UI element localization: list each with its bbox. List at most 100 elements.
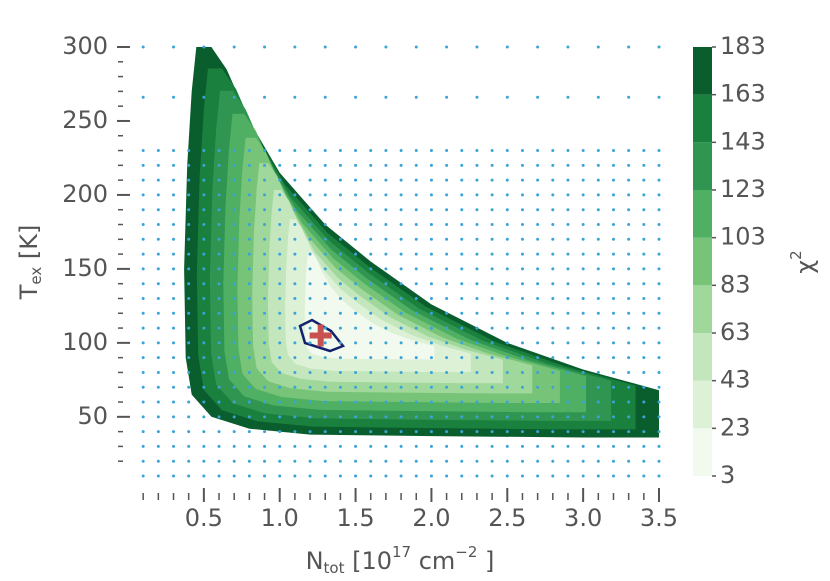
sample-point — [611, 415, 615, 419]
sample-point — [536, 296, 540, 300]
sample-point — [611, 444, 615, 448]
sample-point — [369, 326, 373, 330]
sample-point — [460, 208, 464, 212]
sample-point — [566, 237, 570, 241]
sample-point — [338, 163, 342, 167]
sample-point — [460, 178, 464, 182]
sample-point — [172, 400, 176, 404]
sample-point — [536, 252, 540, 256]
sample-point — [263, 193, 267, 197]
sample-point — [263, 149, 267, 153]
sample-point — [369, 178, 373, 182]
sample-point — [278, 385, 282, 389]
sample-point — [141, 237, 145, 241]
sample-point — [445, 95, 449, 99]
sample-point — [520, 356, 524, 360]
sample-point — [141, 45, 145, 49]
sample-point — [596, 237, 600, 241]
sample-point — [217, 237, 221, 241]
sample-point — [338, 282, 342, 286]
colorbar-segment — [693, 47, 712, 95]
sample-point — [460, 267, 464, 271]
sample-point — [308, 385, 312, 389]
sample-point — [642, 237, 646, 241]
x-axis-label-part: −2 — [455, 543, 477, 561]
sample-point — [520, 296, 524, 300]
sample-point — [611, 267, 615, 271]
sample-point — [354, 415, 358, 419]
sample-point — [596, 385, 600, 389]
sample-point — [536, 178, 540, 182]
sample-point — [384, 163, 388, 167]
sample-point — [232, 326, 236, 330]
sample-point — [460, 252, 464, 256]
sample-point — [460, 474, 464, 478]
sample-point — [414, 267, 418, 271]
sample-point — [232, 223, 236, 227]
sample-point — [551, 311, 555, 315]
sample-point — [414, 370, 418, 374]
sample-point — [414, 149, 418, 153]
sample-point — [247, 193, 251, 197]
sample-point — [369, 208, 373, 212]
sample-point — [369, 385, 373, 389]
sample-point — [217, 415, 221, 419]
sample-point — [323, 341, 327, 345]
sample-point — [141, 163, 145, 167]
sample-point — [627, 430, 631, 434]
sample-point — [338, 311, 342, 315]
sample-point — [551, 237, 555, 241]
sample-point — [460, 282, 464, 286]
sample-point — [657, 370, 661, 374]
sample-point — [566, 385, 570, 389]
sample-point — [475, 311, 479, 315]
sample-point — [475, 356, 479, 360]
sample-point — [429, 356, 433, 360]
sample-point — [490, 282, 494, 286]
sample-point — [263, 282, 267, 286]
sample-point — [384, 430, 388, 434]
sample-point — [172, 341, 176, 345]
sample-point — [202, 474, 206, 478]
sample-point — [187, 311, 191, 315]
x-axis-label-part: ] — [477, 547, 494, 575]
sample-point — [566, 223, 570, 227]
sample-point — [536, 444, 540, 448]
sample-point — [475, 296, 479, 300]
sample-point — [323, 311, 327, 315]
sample-point — [657, 163, 661, 167]
sample-point — [566, 400, 570, 404]
sample-point — [338, 415, 342, 419]
sample-point — [293, 178, 297, 182]
sample-point — [293, 45, 297, 49]
sample-point — [323, 45, 327, 49]
sample-point — [263, 267, 267, 271]
sample-point — [141, 326, 145, 330]
sample-point — [308, 223, 312, 227]
sample-point — [551, 430, 555, 434]
sample-point — [414, 311, 418, 315]
sample-point — [293, 474, 297, 478]
sample-point — [338, 356, 342, 360]
sample-point — [293, 370, 297, 374]
sample-point — [217, 178, 221, 182]
sample-point — [627, 400, 631, 404]
sample-point — [247, 400, 251, 404]
sample-point — [172, 178, 176, 182]
sample-point — [611, 237, 615, 241]
sample-point — [551, 385, 555, 389]
sample-point — [323, 282, 327, 286]
sample-point — [581, 296, 585, 300]
sample-point — [354, 282, 358, 286]
sample-point — [475, 444, 479, 448]
sample-point — [414, 356, 418, 360]
sample-point — [232, 459, 236, 463]
sample-point — [187, 459, 191, 463]
colorbar-segment — [693, 333, 712, 381]
sample-point — [475, 430, 479, 434]
sample-point — [627, 296, 631, 300]
sample-point — [581, 430, 585, 434]
sample-point — [263, 208, 267, 212]
sample-point — [520, 267, 524, 271]
sample-point — [141, 356, 145, 360]
